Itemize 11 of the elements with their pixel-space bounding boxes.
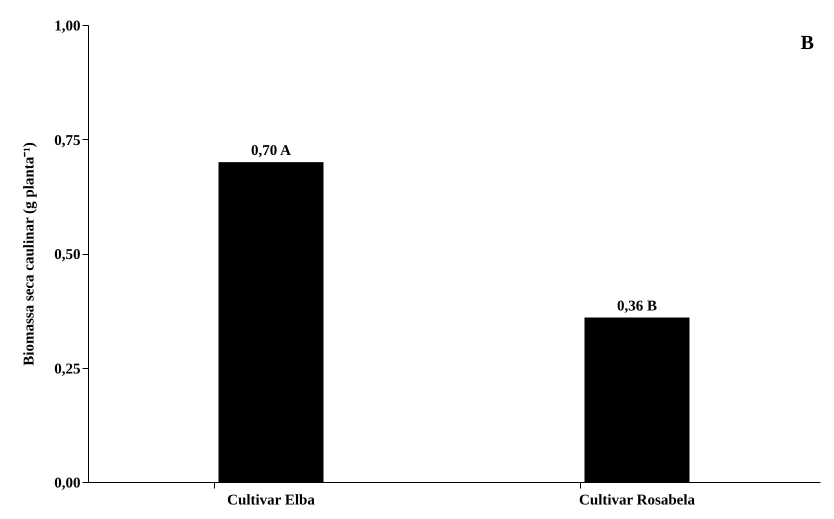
y-tick-label: 0,25 xyxy=(54,361,80,378)
y-tick-label: 0,50 xyxy=(54,247,80,263)
y-axis-title: Biomassa seca caulinar (g planta⁻¹) xyxy=(21,142,38,366)
data-label: 0,70 A xyxy=(250,143,292,160)
y-tick-label: 0,00 xyxy=(54,476,80,492)
y-tick-label: 0,75 xyxy=(54,132,80,149)
data-label: 0,36 B xyxy=(616,298,658,314)
x-tick-label: Cultivar Rosabela xyxy=(579,492,696,508)
annotation: B xyxy=(800,32,814,54)
x-tick-label: Cultivar Elba xyxy=(227,492,316,508)
y-tick-label: 1,00 xyxy=(54,18,80,34)
